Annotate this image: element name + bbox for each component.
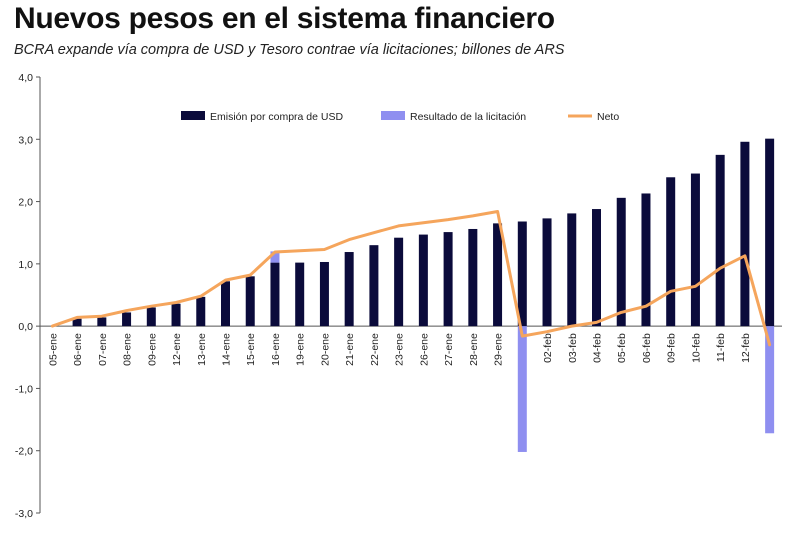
bar-emision-usd [443, 232, 453, 327]
y-tick-label: 1,0 [18, 259, 33, 271]
x-tick-label: 05-ene [47, 333, 59, 366]
x-tick-label: 19-ene [295, 333, 307, 366]
bar-emision-usd [740, 141, 750, 327]
bar-emision-usd [221, 281, 230, 327]
bar-emision-usd [72, 318, 82, 327]
bar-resultado-licitacion [270, 251, 280, 263]
bar-emision-usd [765, 138, 775, 327]
x-tick-label: 02-feb [542, 333, 554, 363]
x-tick-label: 05-feb [616, 333, 628, 363]
x-tick-label: 28-ene [468, 333, 480, 366]
bar-emision-usd [493, 223, 503, 327]
bar-emision-usd [567, 213, 577, 327]
bar-emision-usd [369, 245, 379, 327]
x-tick-label: 15-ene [245, 333, 257, 366]
x-tick-label: 13-ene [196, 333, 208, 366]
chart-line [50, 210, 772, 347]
page-title: Nuevos pesos en el sistema financiero [14, 2, 555, 35]
x-tick-label: 23-ene [394, 333, 406, 366]
x-tick-label: 12-feb [740, 333, 752, 363]
line-neto [50, 210, 772, 347]
x-tick-label: 14-ene [221, 333, 233, 366]
x-tick-label: 29-ene [493, 333, 505, 366]
x-tick-label: 08-ene [122, 333, 134, 366]
y-tick-label: 4,0 [18, 72, 33, 84]
x-tick-label: 03-feb [567, 333, 579, 363]
x-tick-label: 07-ene [97, 333, 109, 366]
x-tick-label: 16-ene [270, 333, 282, 366]
x-tick-label: 09-feb [666, 333, 678, 363]
bar-emision-usd [592, 209, 601, 327]
y-tick-label: 2,0 [18, 197, 33, 209]
page-subtitle: BCRA expande vía compra de USD y Tesoro … [14, 42, 565, 58]
bar-emision-usd [171, 303, 181, 327]
x-tick-label: 27-ene [443, 333, 455, 366]
bar-emision-usd [196, 296, 206, 327]
bar-emision-usd [146, 307, 156, 327]
y-tick-label: -3,0 [15, 508, 33, 520]
y-tick-label: -2,0 [15, 446, 33, 458]
legend-label: Emisión por compra de USD [210, 111, 343, 123]
x-tick-label: 09-ene [146, 333, 158, 366]
x-tick-label: 06-ene [72, 333, 84, 366]
bar-emision-usd [517, 221, 527, 327]
bar-emision-usd [319, 261, 329, 327]
bar-emision-usd [295, 262, 305, 327]
y-tick-label: 0,0 [18, 321, 33, 333]
bar-emision-usd [97, 317, 107, 327]
legend-swatch [181, 111, 205, 120]
chart-bars [72, 138, 775, 452]
bar-emision-usd [641, 193, 651, 327]
x-tick-label: 06-feb [641, 333, 653, 363]
bar-emision-usd [715, 154, 725, 327]
legend-swatch [381, 111, 405, 120]
bar-emision-usd [122, 312, 132, 327]
y-tick-label: -1,0 [15, 383, 33, 395]
x-tick-label: 21-ene [344, 333, 356, 366]
bar-emision-usd [270, 262, 280, 327]
legend-label: Neto [597, 111, 619, 123]
bar-emision-usd [344, 252, 354, 327]
x-tick-label: 20-ene [319, 333, 331, 366]
bar-emision-usd [616, 197, 626, 327]
x-tick-label: 11-feb [715, 333, 727, 362]
bar-emision-usd [394, 237, 404, 327]
bar-emision-usd [468, 228, 478, 327]
bar-emision-usd [690, 173, 700, 327]
y-tick-label: 3,0 [18, 134, 33, 146]
bar-emision-usd [542, 218, 552, 327]
x-tick-label: 26-ene [418, 333, 430, 366]
x-tick-label: 04-feb [592, 333, 604, 363]
chart-legend: Emisión por compra de USD Resultado de la… [181, 111, 619, 123]
bar-emision-usd [666, 177, 676, 327]
bar-resultado-licitacion [765, 326, 775, 434]
bar-emision-usd [418, 234, 428, 327]
x-tick-label: 22-ene [369, 333, 381, 366]
bar-emision-usd [245, 276, 255, 327]
legend-label: Resultado de la licitación [410, 111, 526, 123]
x-tick-label: 10-feb [690, 333, 702, 363]
x-tick-label: 12-ene [171, 333, 183, 366]
bar-resultado-licitacion [517, 326, 527, 452]
